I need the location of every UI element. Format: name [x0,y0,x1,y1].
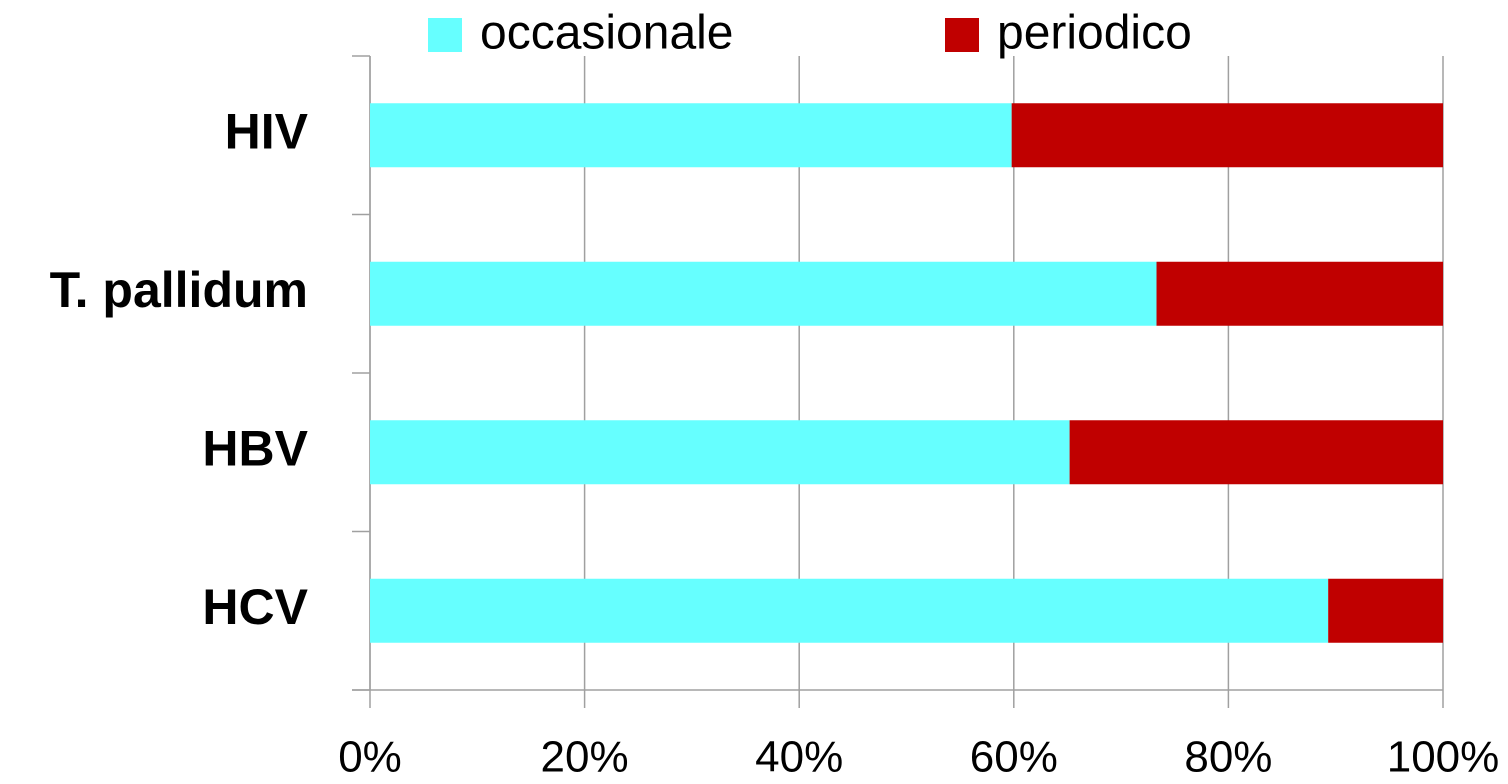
x-tick-label: 60% [970,733,1058,779]
category-label: T. pallidum [50,262,308,318]
bar-segment [1069,420,1443,485]
x-tick-label: 80% [1184,733,1272,779]
bar-segment [1328,578,1443,643]
category-label: HCV [202,579,308,635]
bar-segment [370,103,1012,168]
legend-label: periodico [997,7,1192,60]
category-label: HBV [202,420,308,476]
x-tick-label: 20% [541,733,629,779]
bar-segment [1011,103,1443,168]
legend-label: occasionale [480,7,734,60]
bar-segment [370,261,1157,326]
x-tick-label: 0% [338,733,402,779]
category-label: HIV [225,103,309,159]
bar-segment [370,420,1070,485]
bar-segment [370,578,1329,643]
legend-swatch [945,18,979,52]
bar-segment [1156,261,1443,326]
legend-swatch [428,18,462,52]
x-tick-label: 100% [1387,733,1500,779]
x-tick-label: 40% [755,733,843,779]
